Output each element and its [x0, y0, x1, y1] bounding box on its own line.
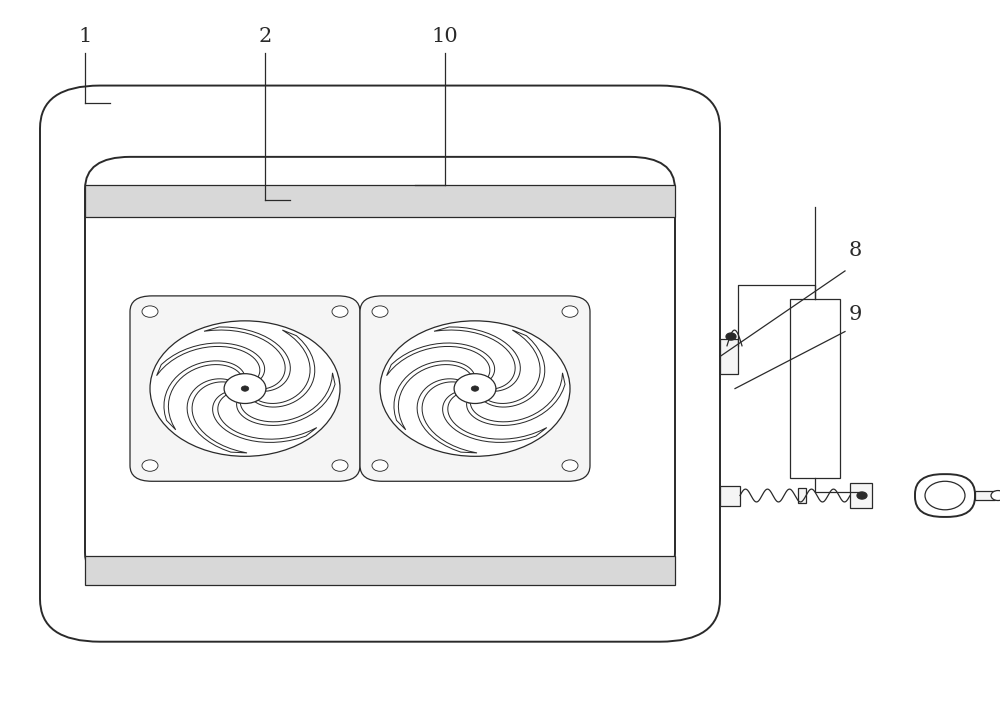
- Bar: [790, 299, 840, 478]
- Circle shape: [372, 460, 388, 471]
- Circle shape: [562, 306, 578, 317]
- Bar: [798, 488, 806, 503]
- Polygon shape: [255, 330, 315, 407]
- Circle shape: [142, 306, 158, 317]
- Polygon shape: [387, 343, 495, 379]
- Circle shape: [925, 481, 965, 510]
- FancyBboxPatch shape: [40, 86, 720, 642]
- FancyBboxPatch shape: [130, 296, 360, 481]
- Circle shape: [224, 374, 266, 404]
- Bar: [720, 486, 740, 506]
- Bar: [975, 491, 995, 500]
- Circle shape: [150, 321, 340, 456]
- Circle shape: [380, 321, 570, 456]
- Polygon shape: [434, 327, 520, 391]
- Polygon shape: [417, 379, 477, 453]
- Polygon shape: [204, 327, 290, 391]
- Circle shape: [562, 460, 578, 471]
- Circle shape: [241, 386, 249, 391]
- Text: 1: 1: [78, 27, 92, 46]
- Circle shape: [142, 460, 158, 471]
- Circle shape: [471, 386, 479, 391]
- Polygon shape: [213, 393, 317, 442]
- Circle shape: [332, 306, 348, 317]
- Polygon shape: [237, 373, 335, 426]
- Text: 2: 2: [258, 27, 272, 46]
- Text: 10: 10: [432, 27, 458, 46]
- FancyBboxPatch shape: [915, 474, 975, 517]
- Circle shape: [991, 491, 1000, 501]
- FancyBboxPatch shape: [85, 157, 675, 585]
- Text: 8: 8: [848, 241, 862, 260]
- Bar: [85, 185, 675, 217]
- Polygon shape: [394, 361, 474, 430]
- Polygon shape: [443, 393, 547, 442]
- Circle shape: [372, 306, 388, 317]
- Circle shape: [726, 333, 736, 340]
- Polygon shape: [157, 343, 265, 379]
- Polygon shape: [485, 330, 545, 407]
- Text: 9: 9: [848, 305, 862, 324]
- Polygon shape: [187, 379, 247, 453]
- Bar: [85, 556, 675, 585]
- Circle shape: [332, 460, 348, 471]
- Polygon shape: [467, 373, 565, 426]
- Bar: [720, 339, 738, 374]
- Bar: [850, 483, 872, 508]
- Polygon shape: [164, 361, 244, 430]
- Circle shape: [454, 374, 496, 404]
- FancyBboxPatch shape: [360, 296, 590, 481]
- Circle shape: [857, 492, 867, 499]
